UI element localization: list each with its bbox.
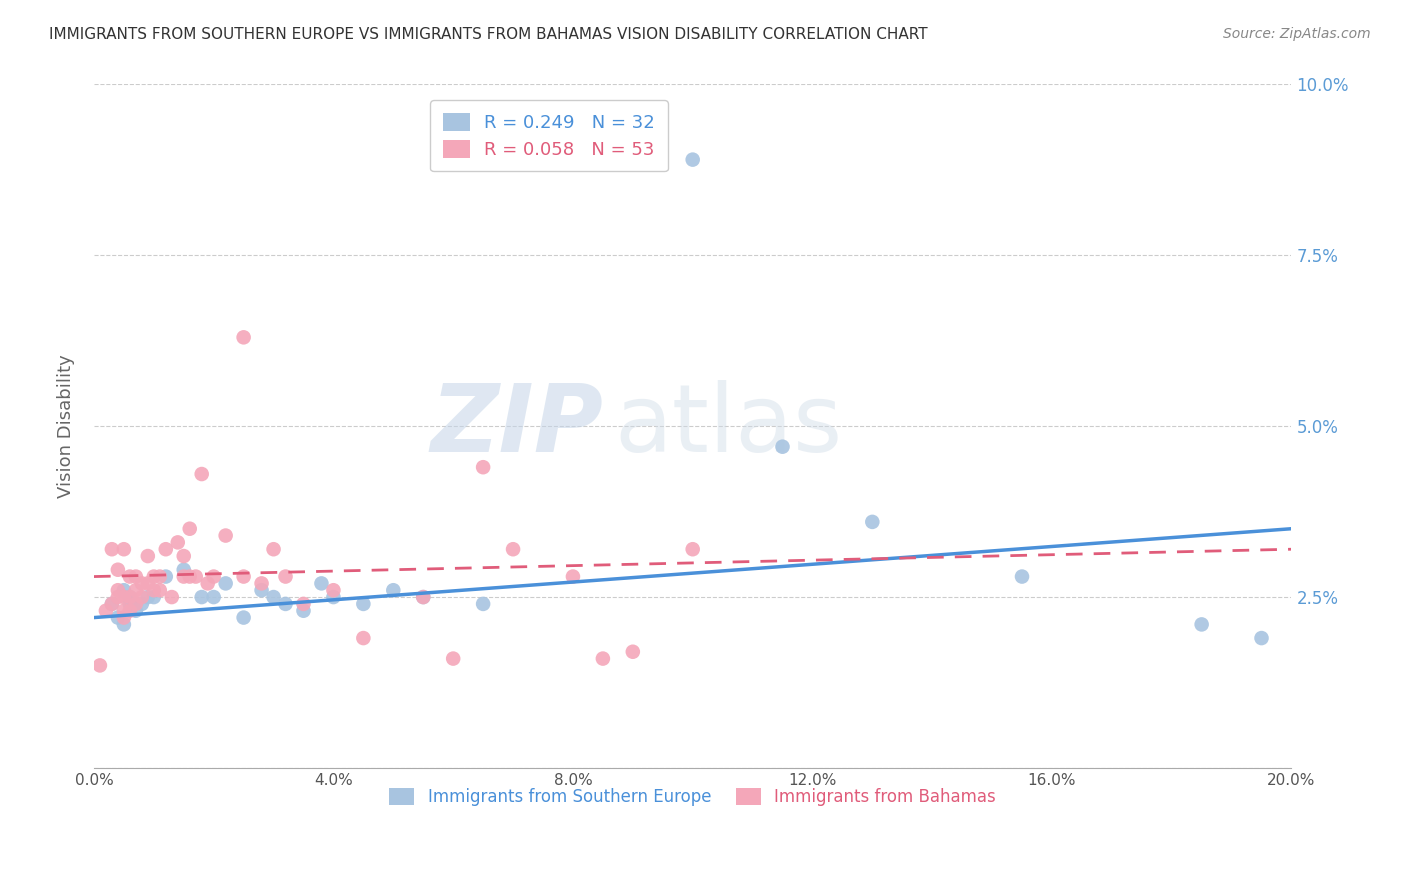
Point: [101, 542, 124, 557]
Point: [412, 590, 434, 604]
Point: [89, 658, 111, 673]
Point: [292, 604, 315, 618]
Text: Source: ZipAtlas.com: Source: ZipAtlas.com: [1223, 27, 1371, 41]
Point: [107, 563, 129, 577]
Point: [472, 460, 495, 475]
Point: [263, 542, 285, 557]
Point: [112, 617, 135, 632]
Point: [202, 590, 225, 604]
Point: [112, 583, 135, 598]
Text: IMMIGRANTS FROM SOUTHERN EUROPE VS IMMIGRANTS FROM BAHAMAS VISION DISABILITY COR: IMMIGRANTS FROM SOUTHERN EUROPE VS IMMIG…: [49, 27, 928, 42]
Point: [352, 631, 374, 645]
Point: [166, 535, 188, 549]
Point: [232, 569, 254, 583]
Point: [1191, 617, 1213, 632]
Point: [160, 590, 183, 604]
Point: [101, 597, 124, 611]
Point: [136, 549, 159, 563]
Point: [263, 590, 285, 604]
Point: [125, 597, 148, 611]
Point: [682, 542, 704, 557]
Point: [125, 583, 148, 598]
Point: [184, 569, 207, 583]
Point: [118, 590, 141, 604]
Point: [149, 569, 172, 583]
Point: [118, 604, 141, 618]
Point: [441, 651, 464, 665]
Point: [621, 645, 644, 659]
Point: [125, 604, 148, 618]
Text: ZIP: ZIP: [430, 380, 603, 472]
Point: [502, 542, 524, 557]
Point: [112, 542, 135, 557]
Point: [190, 590, 212, 604]
Point: [1011, 569, 1033, 583]
Y-axis label: Vision Disability: Vision Disability: [58, 354, 75, 498]
Text: atlas: atlas: [614, 380, 844, 472]
Point: [322, 590, 344, 604]
Point: [131, 590, 153, 604]
Point: [94, 604, 117, 618]
Point: [125, 569, 148, 583]
Point: [142, 569, 165, 583]
Point: [131, 576, 153, 591]
Point: [179, 522, 201, 536]
Point: [142, 590, 165, 604]
Point: [772, 440, 794, 454]
Point: [136, 576, 159, 591]
Point: [274, 569, 297, 583]
Point: [118, 590, 141, 604]
Point: [250, 576, 273, 591]
Point: [190, 467, 212, 481]
Point: [682, 153, 704, 167]
Point: [107, 610, 129, 624]
Point: [412, 590, 434, 604]
Point: [142, 583, 165, 598]
Point: [107, 583, 129, 598]
Point: [860, 515, 883, 529]
Point: [155, 569, 177, 583]
Point: [197, 576, 219, 591]
Point: [173, 569, 195, 583]
Point: [1250, 631, 1272, 645]
Point: [202, 569, 225, 583]
Point: [232, 610, 254, 624]
Point: [274, 597, 297, 611]
Point: [311, 576, 333, 591]
Point: [592, 651, 614, 665]
Point: [155, 542, 177, 557]
Point: [352, 597, 374, 611]
Legend: Immigrants from Southern Europe, Immigrants from Bahamas: Immigrants from Southern Europe, Immigra…: [381, 780, 1004, 814]
Point: [561, 569, 583, 583]
Point: [112, 590, 135, 604]
Point: [214, 576, 236, 591]
Point: [322, 583, 344, 598]
Point: [179, 569, 201, 583]
Point: [250, 583, 273, 598]
Point: [118, 597, 141, 611]
Point: [131, 597, 153, 611]
Point: [118, 569, 141, 583]
Point: [136, 590, 159, 604]
Point: [173, 549, 195, 563]
Point: [101, 597, 124, 611]
Point: [173, 563, 195, 577]
Point: [472, 597, 495, 611]
Point: [149, 583, 172, 598]
Point: [112, 604, 135, 618]
Point: [382, 583, 405, 598]
Point: [232, 330, 254, 344]
Point: [107, 590, 129, 604]
Point: [214, 528, 236, 542]
Point: [112, 610, 135, 624]
Point: [292, 597, 315, 611]
